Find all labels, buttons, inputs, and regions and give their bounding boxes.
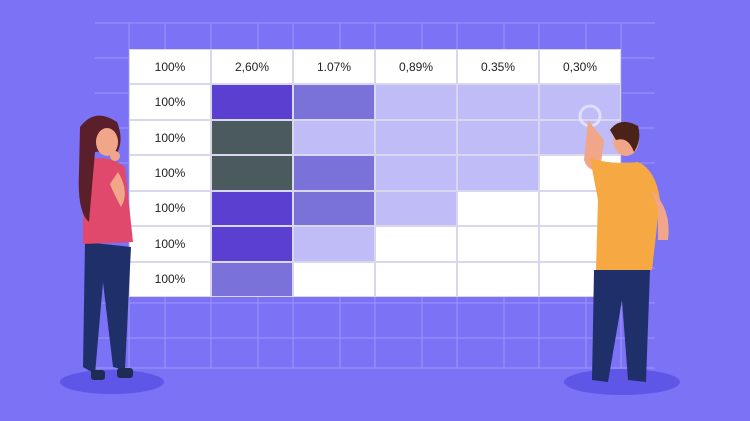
heat-cell [211, 261, 293, 297]
row-label-5: 100% [129, 261, 211, 297]
woman-figure [60, 115, 164, 394]
heat-cell [293, 261, 375, 297]
row-label-2: 100% [129, 155, 211, 191]
woman-face [96, 128, 118, 156]
heat-cell [457, 155, 539, 191]
woman-shadow [60, 370, 164, 394]
heat-cell [293, 190, 375, 227]
heat-cell [211, 119, 293, 156]
heat-cell [375, 261, 457, 297]
row-label-0: 100% [129, 84, 211, 120]
column-header-5: 0,30% [539, 49, 621, 85]
heat-cell [457, 261, 539, 297]
man-shadow [564, 369, 680, 395]
row-label-3: 100% [129, 190, 211, 227]
heat-cell [211, 84, 293, 120]
column-header-3: 0,89% [375, 49, 457, 85]
heat-cell [457, 119, 539, 156]
heat-cell [539, 84, 621, 120]
heat-cell [457, 226, 539, 262]
heat-cell [293, 155, 375, 191]
man-hair [610, 121, 640, 152]
man-shirt [590, 158, 660, 270]
heat-cell [375, 190, 457, 227]
heat-cell [211, 190, 293, 227]
heat-cell [293, 119, 375, 156]
heat-cell [375, 226, 457, 262]
heat-cell [293, 226, 375, 262]
row-label-1: 100% [129, 119, 211, 156]
cohort-table: 100% 2,60% 1.07% 0,89% 0.35% 0,30% 100% 100% 100… [129, 49, 621, 297]
column-header-2: 1.07% [293, 49, 375, 85]
heat-cell [375, 155, 457, 191]
heat-cell [375, 84, 457, 120]
heat-cell [211, 226, 293, 262]
man-legs [592, 270, 650, 382]
woman-legs [83, 242, 131, 374]
column-header-1: 2,60% [211, 49, 293, 85]
man-figure [564, 104, 680, 395]
man-arm [584, 120, 604, 171]
heat-cell [293, 84, 375, 120]
column-header-0: 100% [129, 49, 211, 85]
heat-cell [375, 119, 457, 156]
column-header-4: 0.35% [457, 49, 539, 85]
row-label-4: 100% [129, 226, 211, 262]
heat-cell [211, 155, 293, 191]
heat-cell [457, 190, 539, 227]
heat-cell [457, 84, 539, 120]
